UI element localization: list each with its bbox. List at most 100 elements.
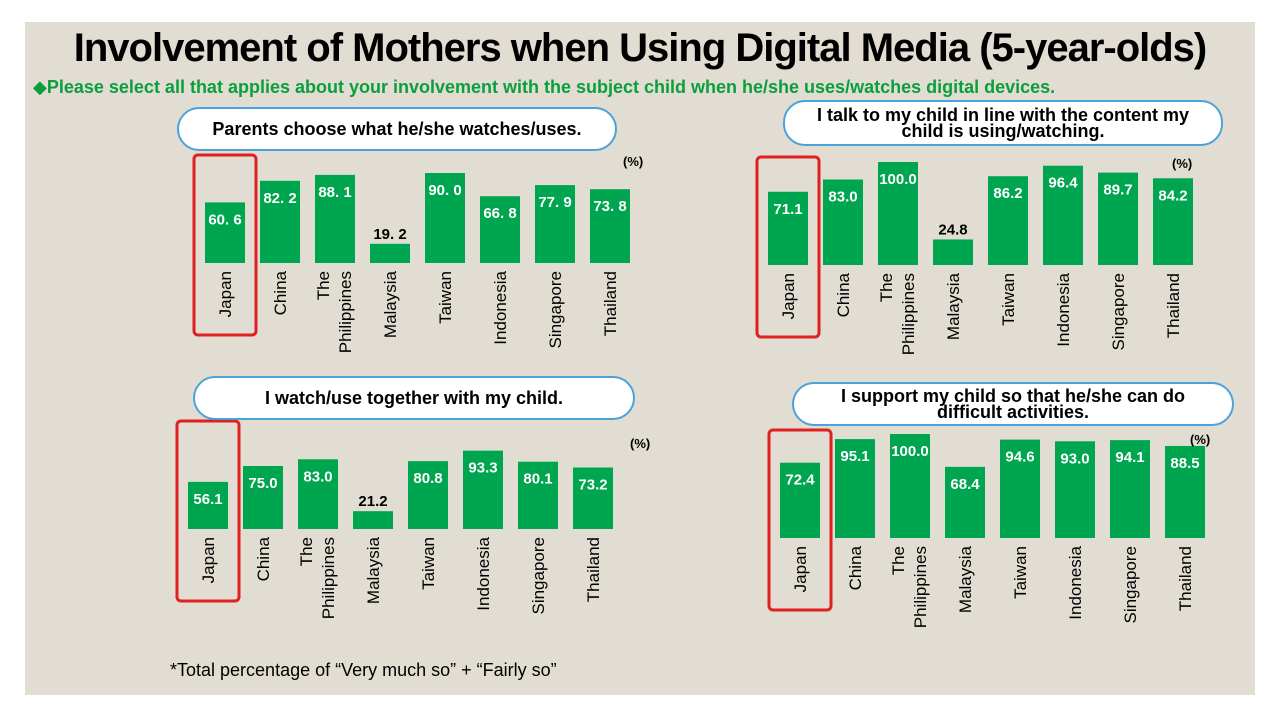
bar — [1098, 172, 1138, 265]
bar — [573, 467, 613, 529]
value-label: 95.1 — [840, 448, 869, 465]
page-title: Involvement of Mothers when Using Digita… — [73, 26, 1208, 70]
bar — [933, 239, 973, 265]
unit-label: (%) — [1190, 432, 1211, 447]
category-label: The Philippines — [297, 537, 338, 619]
value-label: 88.5 — [1170, 455, 1199, 472]
bar — [408, 461, 448, 529]
value-label: 86.2 — [993, 185, 1022, 202]
value-label: 75.0 — [248, 475, 277, 492]
chart-panel-4: 72.4 Japan 95.1 China 100.0 The Philippines 68.… — [760, 380, 1240, 630]
chart-svg-1: 60. 6 Japan 82. 2 China 88. 1 The Philippines 1… — [192, 153, 630, 353]
value-label: 82. 2 — [263, 190, 296, 207]
category-label: China — [271, 270, 290, 315]
value-label: 24.8 — [938, 221, 967, 238]
chart-title-bubble: I talk to my child in line with the cont… — [783, 100, 1223, 146]
value-label: 71.1 — [773, 201, 802, 218]
bar — [823, 179, 863, 265]
highlight-box — [192, 153, 258, 337]
category-label: Indonesia — [474, 536, 493, 610]
category-label: Taiwan — [999, 273, 1018, 326]
bar — [298, 459, 338, 529]
chart-svg-2: 71.1 Japan 83.0 China 100.0 The Philippines 24.… — [755, 155, 1193, 355]
value-label: 21.2 — [358, 493, 387, 510]
bar — [243, 466, 283, 529]
chart-panel-2: 71.1 Japan 83.0 China 100.0 The Philippines 24.… — [755, 100, 1235, 360]
chart-title-bubble: Parents choose what he/she watches/uses. — [177, 107, 617, 151]
chart-svg-4: 72.4 Japan 95.1 China 100.0 The Philippines 68.… — [767, 428, 1205, 628]
value-label: 90. 0 — [428, 182, 461, 199]
category-label: Singapore — [1109, 273, 1128, 351]
highlight-box — [175, 419, 241, 603]
footnote: *Total percentage of “Very much so” + “F… — [170, 660, 557, 680]
unit-label: (%) — [623, 154, 644, 169]
bar — [780, 462, 820, 538]
value-label: 88. 1 — [318, 184, 351, 201]
category-label: The Philippines — [889, 546, 930, 628]
bar — [988, 176, 1028, 265]
category-label: Japan — [216, 271, 235, 317]
value-label: 96.4 — [1048, 175, 1078, 192]
category-label: Thailand — [1164, 273, 1183, 338]
value-label: 68.4 — [950, 476, 980, 493]
value-label: 89.7 — [1103, 182, 1132, 199]
bar — [1165, 445, 1205, 538]
category-label: China — [254, 536, 273, 581]
bar — [1055, 441, 1095, 538]
category-label: Singapore — [1121, 546, 1140, 624]
category-label: Malaysia — [364, 536, 383, 604]
bar — [878, 162, 918, 265]
category-label: Japan — [791, 546, 810, 592]
category-label: Malaysia — [944, 272, 963, 340]
value-label: 93.0 — [1060, 450, 1089, 467]
bar — [188, 481, 228, 529]
slide-background: Involvement of Mothers when Using Digita… — [25, 22, 1255, 695]
category-label: Taiwan — [419, 537, 438, 590]
bar — [1000, 439, 1040, 538]
value-label: 72.4 — [785, 472, 815, 489]
value-label: 100.0 — [891, 443, 929, 460]
bar — [353, 511, 393, 529]
bar — [768, 191, 808, 265]
bar — [890, 434, 930, 538]
chart-panel-3: 56.1 Japan 75.0 China 83.0 The Philippines 21.2… — [175, 376, 665, 626]
value-label: 94.1 — [1115, 449, 1144, 466]
bar — [480, 196, 520, 263]
value-label: 84.2 — [1158, 187, 1187, 204]
bar — [835, 439, 875, 538]
value-label: 60. 6 — [208, 211, 241, 228]
category-label: China — [846, 545, 865, 590]
bar — [1043, 165, 1083, 265]
chart-svg-3: 56.1 Japan 75.0 China 83.0 The Philippines 21.2… — [175, 419, 613, 619]
category-label: Taiwan — [436, 271, 455, 324]
category-label: Taiwan — [1011, 546, 1030, 599]
value-label: 73. 8 — [593, 198, 626, 215]
value-label: 94.6 — [1005, 449, 1034, 466]
value-label: 56.1 — [193, 491, 222, 508]
category-label: Thailand — [584, 537, 603, 602]
bar — [260, 180, 300, 263]
category-label: Japan — [779, 273, 798, 319]
bar — [205, 202, 245, 263]
bar — [945, 466, 985, 538]
page-subtitle: ◆Please select all that applies about yo… — [33, 77, 1056, 97]
bar — [425, 173, 465, 263]
category-label: Malaysia — [381, 270, 400, 338]
value-label: 80.1 — [523, 471, 552, 488]
category-label: Singapore — [546, 271, 565, 349]
category-label: Indonesia — [1054, 272, 1073, 346]
value-label: 73.2 — [578, 477, 607, 494]
category-label: China — [834, 272, 853, 317]
value-label: 80.8 — [413, 470, 442, 487]
value-label: 77. 9 — [538, 194, 571, 211]
chart-panel-1: 60. 6 Japan 82. 2 China 88. 1 The Philippines 1… — [175, 106, 645, 356]
unit-label: (%) — [1172, 156, 1193, 171]
category-label: Indonesia — [491, 270, 510, 344]
bar — [463, 450, 503, 529]
category-label: Indonesia — [1066, 545, 1085, 619]
value-label: 93.3 — [468, 460, 497, 477]
value-label: 66. 8 — [483, 205, 516, 222]
bar — [590, 189, 630, 263]
bar — [370, 243, 410, 263]
chart-title-bubble: I watch/use together with my child. — [193, 376, 635, 420]
